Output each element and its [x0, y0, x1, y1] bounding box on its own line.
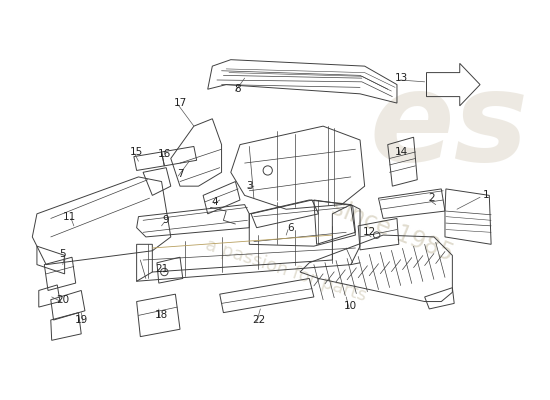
Text: 9: 9 — [163, 215, 169, 225]
Text: 6: 6 — [288, 223, 294, 233]
Text: 11: 11 — [63, 212, 76, 222]
Text: 14: 14 — [395, 147, 408, 157]
Text: 7: 7 — [177, 169, 183, 179]
Text: 16: 16 — [158, 149, 171, 159]
Text: 18: 18 — [155, 310, 168, 320]
Text: 1: 1 — [483, 190, 490, 200]
Text: 3: 3 — [246, 181, 252, 191]
Text: a passion for parts: a passion for parts — [203, 236, 369, 306]
Text: 22: 22 — [252, 315, 265, 325]
Text: 10: 10 — [344, 301, 358, 311]
Text: es: es — [369, 66, 529, 187]
Text: 2: 2 — [429, 193, 436, 203]
Text: 15: 15 — [130, 147, 143, 157]
Text: 8: 8 — [234, 84, 240, 94]
Text: 13: 13 — [395, 73, 408, 83]
Text: 19: 19 — [75, 315, 88, 325]
Text: 4: 4 — [212, 197, 218, 207]
Text: 17: 17 — [173, 98, 186, 108]
Text: 21: 21 — [155, 264, 168, 274]
Text: 12: 12 — [362, 227, 376, 237]
Text: 20: 20 — [56, 295, 69, 305]
Text: 5: 5 — [59, 248, 66, 258]
Text: since 1985: since 1985 — [328, 195, 456, 266]
